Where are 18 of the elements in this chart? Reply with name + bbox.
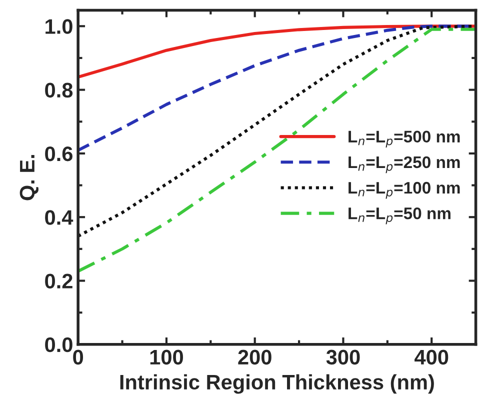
- legend-label: L$_{n}$=L$_{p}$=50 nm: [348, 207, 450, 224]
- y-axis-title: Q. E.: [20, 155, 38, 200]
- line-series: [78, 28, 476, 273]
- legend-label: L$_{n}$=L$_{p}$=250 nm: [348, 156, 460, 174]
- x-tick-label: 100: [150, 350, 183, 365]
- x-tick-label: 400: [414, 350, 448, 365]
- x-tick-label: 200: [238, 350, 272, 365]
- y-tick-label: 1.0: [46, 19, 72, 34]
- legend-label: L$_{n}$=L$_{p}$=500 nm: [348, 130, 460, 148]
- x-tick-label: 300: [326, 350, 360, 365]
- x-tick-label: 0: [73, 350, 84, 365]
- y-tick-label: 0.2: [45, 274, 72, 289]
- y-tick-label: 0.8: [45, 82, 73, 98]
- y-tick-label: 0.0: [45, 337, 72, 352]
- y-tick-label: 0.6: [45, 146, 72, 162]
- x-axis-title: Intrinsic Region Thickness (nm): [120, 374, 434, 394]
- legend-label: L$_{n}$=L$_{p}$=100 nm: [348, 182, 460, 199]
- y-tick-label: 0.4: [45, 210, 74, 225]
